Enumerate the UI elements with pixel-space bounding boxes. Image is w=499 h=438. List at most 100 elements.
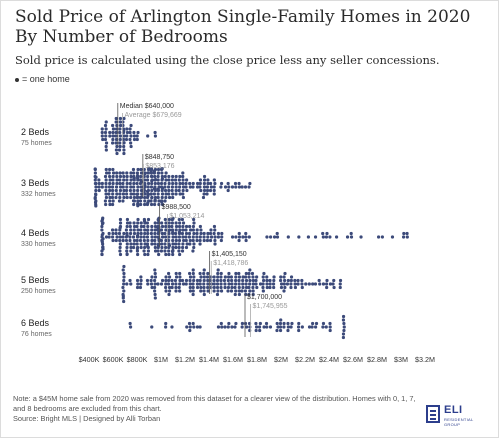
home-dot — [153, 195, 158, 200]
home-dot — [285, 282, 290, 286]
home-dot — [219, 275, 223, 279]
home-dot — [262, 271, 266, 276]
home-dot — [146, 171, 150, 175]
home-dot — [223, 325, 227, 329]
home-dot — [153, 285, 157, 290]
home-dot — [177, 224, 182, 229]
home-dot — [139, 242, 143, 246]
home-dot — [251, 292, 255, 297]
home-dot — [114, 148, 118, 152]
home-dot — [146, 224, 150, 229]
home-dot — [129, 195, 133, 200]
home-dot — [121, 123, 125, 128]
home-dot — [192, 217, 196, 222]
home-dot — [156, 167, 161, 172]
home-dot — [234, 271, 238, 276]
home-dot — [100, 233, 104, 237]
home-dot — [376, 235, 381, 239]
home-dot — [146, 228, 150, 232]
home-dot — [237, 292, 241, 297]
home-dot — [101, 216, 105, 220]
home-dot — [93, 200, 98, 204]
home-dot — [110, 141, 115, 145]
home-dot — [145, 242, 150, 246]
home-dot — [244, 271, 248, 276]
home-dot — [125, 252, 129, 256]
home-dot — [138, 199, 143, 203]
home-dot — [97, 181, 101, 186]
home-dot — [195, 228, 199, 232]
home-dot — [233, 292, 237, 297]
home-dot — [139, 185, 143, 189]
home-dot — [188, 181, 192, 186]
home-dot — [202, 278, 206, 283]
home-dot — [219, 285, 223, 290]
home-dot — [104, 202, 108, 207]
home-dot — [178, 278, 182, 283]
home-dot — [202, 174, 207, 179]
home-dot — [117, 148, 122, 152]
home-dot — [185, 325, 189, 329]
home-dot — [184, 231, 189, 236]
home-dot — [247, 235, 251, 239]
home-dot — [136, 188, 140, 193]
home-dot — [184, 181, 188, 186]
home-dot — [125, 192, 129, 196]
x-tick-label: $2.2M — [295, 355, 315, 364]
home-dot — [129, 192, 133, 196]
home-dot — [107, 171, 111, 175]
home-dot — [188, 224, 192, 229]
home-dot — [180, 249, 185, 253]
home-dot — [118, 144, 122, 149]
home-dot — [188, 228, 193, 232]
home-dot — [117, 199, 122, 203]
home-dot — [118, 217, 123, 222]
home-dot — [122, 151, 126, 156]
home-dot — [240, 325, 244, 329]
home-dot — [118, 130, 122, 135]
home-dot — [282, 275, 286, 279]
home-dot — [122, 231, 126, 236]
home-dot — [136, 185, 140, 189]
home-dot — [191, 224, 196, 229]
home-dot — [159, 249, 164, 253]
home-dot — [145, 278, 150, 283]
home-dot — [219, 278, 223, 283]
home-dot — [282, 325, 286, 329]
home-dot — [184, 224, 189, 229]
home-dot — [311, 282, 315, 286]
home-dot — [177, 178, 181, 182]
home-dot — [166, 282, 171, 286]
home-dot — [279, 285, 284, 290]
x-tick-label: $2.6M — [343, 355, 363, 364]
home-dot — [115, 171, 119, 175]
home-dot — [129, 134, 133, 138]
home-dot — [311, 321, 315, 326]
home-dot — [104, 192, 108, 196]
home-dot — [237, 275, 242, 279]
home-dot — [139, 174, 143, 179]
home-dot — [114, 228, 118, 232]
home-dot — [230, 325, 234, 329]
home-dot — [405, 231, 409, 236]
home-dot — [237, 271, 241, 276]
home-dot — [227, 275, 231, 279]
home-dot — [216, 275, 220, 279]
home-dot — [191, 181, 195, 186]
home-dot — [268, 285, 272, 290]
home-dot — [122, 282, 126, 286]
home-dot — [199, 188, 203, 193]
home-dot — [149, 169, 153, 173]
home-dot — [248, 289, 252, 293]
home-dot — [103, 174, 108, 179]
home-dot — [226, 188, 230, 193]
home-dot — [328, 321, 332, 326]
home-dot — [177, 249, 181, 253]
home-dot — [118, 181, 122, 186]
home-dot — [390, 235, 395, 239]
home-dot — [156, 218, 160, 222]
home-dot — [177, 188, 181, 193]
home-dot — [192, 278, 196, 283]
home-dot — [97, 188, 101, 193]
home-dot — [265, 325, 269, 329]
